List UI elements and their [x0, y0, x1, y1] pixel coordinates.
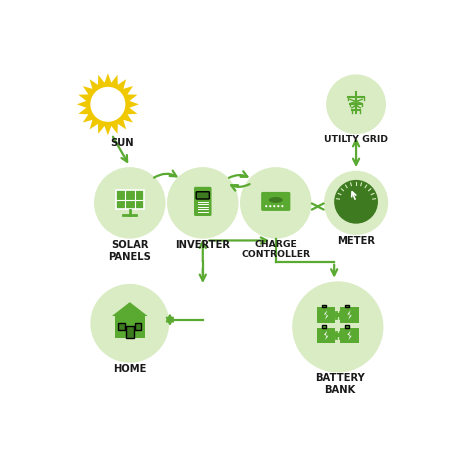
Circle shape [91, 284, 169, 363]
Text: BATTERY
BANK: BATTERY BANK [315, 374, 365, 395]
Ellipse shape [269, 197, 283, 203]
Polygon shape [324, 310, 328, 319]
Circle shape [91, 87, 126, 122]
Circle shape [281, 205, 283, 207]
Circle shape [273, 205, 275, 207]
Circle shape [94, 167, 165, 238]
Text: CHARGE
CONTROLLER: CHARGE CONTROLLER [241, 240, 310, 259]
Circle shape [167, 167, 238, 238]
FancyBboxPatch shape [317, 307, 335, 323]
FancyBboxPatch shape [135, 323, 141, 329]
FancyBboxPatch shape [126, 326, 134, 338]
Circle shape [334, 180, 378, 224]
Polygon shape [347, 331, 352, 340]
Text: SUN: SUN [110, 138, 134, 148]
FancyBboxPatch shape [345, 325, 349, 328]
Circle shape [324, 171, 388, 235]
Circle shape [277, 205, 279, 207]
Text: UTILTY GRID: UTILTY GRID [324, 135, 388, 144]
Text: METER: METER [337, 237, 375, 246]
FancyBboxPatch shape [321, 325, 326, 328]
Text: HOME: HOME [113, 364, 146, 374]
Text: SOLAR
PANELS: SOLAR PANELS [109, 240, 151, 262]
FancyBboxPatch shape [345, 305, 349, 307]
FancyBboxPatch shape [317, 328, 335, 343]
Circle shape [240, 167, 311, 238]
Polygon shape [112, 302, 148, 316]
Circle shape [292, 282, 383, 373]
FancyBboxPatch shape [340, 307, 359, 323]
Polygon shape [347, 310, 352, 319]
FancyBboxPatch shape [118, 323, 125, 329]
FancyBboxPatch shape [196, 192, 210, 199]
Circle shape [269, 205, 272, 207]
FancyBboxPatch shape [116, 191, 144, 210]
Circle shape [265, 205, 267, 207]
FancyBboxPatch shape [340, 328, 359, 343]
Circle shape [326, 74, 386, 134]
FancyBboxPatch shape [261, 192, 291, 211]
FancyBboxPatch shape [194, 187, 211, 216]
Polygon shape [77, 73, 139, 136]
Text: INVERTER: INVERTER [175, 240, 230, 250]
FancyBboxPatch shape [115, 316, 145, 338]
FancyBboxPatch shape [321, 305, 326, 307]
Polygon shape [324, 331, 328, 340]
